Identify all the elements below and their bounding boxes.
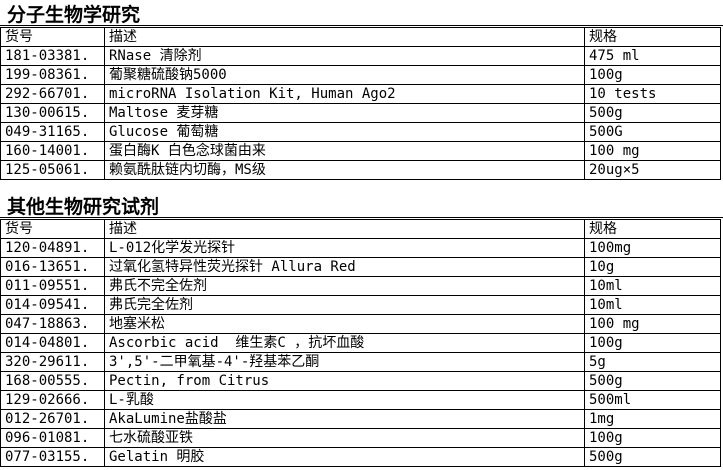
spec-cell: 500g — [584, 371, 721, 391]
description-cell: 赖氨酰肽链内切酶，MS级 — [104, 160, 585, 180]
description-cell: 葡聚糖硫酸钠5000 — [104, 65, 585, 85]
table-header: 货号 描述 规格 — [0, 27, 721, 47]
table-row: 120-04891. L-012化学发光探针 100mg — [0, 238, 721, 258]
table-row: 160-14001. 蛋白酶K 白色念球菌由来 100 mg — [0, 141, 721, 161]
table-row: 096-01081. 七水硫酸亚铁 100g — [0, 428, 721, 448]
products-table: 货号 描述 规格 181-03381. RNase 清除剂 475 ml 199-0836… — [0, 27, 721, 180]
description-cell: 过氧化氢特异性荧光探针 Allura Red — [104, 257, 585, 277]
spec-cell: 100 mg — [584, 141, 721, 161]
description-cell: Ascorbic acid 维生素C ，抗坏血酸 — [104, 333, 585, 353]
table-row: 181-03381. RNase 清除剂 475 ml — [0, 46, 721, 66]
item-no-cell: 049-31165. — [0, 122, 105, 142]
item-no-cell: 012-26701. — [0, 409, 105, 429]
table-row: 130-00615. Maltose 麦芽糖 500g — [0, 103, 721, 123]
table-row: 047-18863. 地塞米松 100 mg — [0, 314, 721, 334]
item-no-cell: 129-02666. — [0, 390, 105, 410]
table-row: 049-31165. Glucose 葡萄糖 500G — [0, 122, 721, 142]
sections-container: 分子生物学研究 货号 描述 规格 181-03381. RNase 清除剂 475 ml… — [0, 5, 723, 467]
spec-cell: 5g — [584, 352, 721, 372]
table-row: 014-04801. Ascorbic acid 维生素C ，抗坏血酸 100g — [0, 333, 721, 353]
item-no-cell: 077-03155. — [0, 447, 105, 467]
item-no-cell: 292-66701. — [0, 84, 105, 104]
description-cell: L-乳酸 — [104, 390, 585, 410]
spec-cell: 500g — [584, 447, 721, 467]
item-no-cell: 011-09551. — [0, 276, 105, 296]
spec-cell: 100 mg — [584, 314, 721, 334]
column-header-item-no: 货号 — [0, 27, 105, 47]
description-cell: Maltose 麦芽糖 — [104, 103, 585, 123]
table-row: 077-03155. Gelatin 明胶 500g — [0, 447, 721, 467]
table-row: 012-26701. AkaLumine盐酸盐 1mg — [0, 409, 721, 429]
item-no-cell: 320-29611. — [0, 352, 105, 372]
spec-cell: 100g — [584, 65, 721, 85]
column-header-spec: 规格 — [584, 27, 721, 47]
item-no-cell: 168-00555. — [0, 371, 105, 391]
spec-cell: 10ml — [584, 295, 721, 315]
description-cell: 地塞米松 — [104, 314, 585, 334]
spec-cell: 500g — [584, 103, 721, 123]
table-row: 292-66701. microRNA Isolation Kit, Human … — [0, 84, 721, 104]
item-no-cell: 199-08361. — [0, 65, 105, 85]
item-no-cell: 047-18863. — [0, 314, 105, 334]
item-no-cell: 120-04891. — [0, 238, 105, 258]
header-row: 货号 描述 规格 — [0, 219, 721, 239]
spec-cell: 10 tests — [584, 84, 721, 104]
description-cell: RNase 清除剂 — [104, 46, 585, 66]
description-cell: Gelatin 明胶 — [104, 447, 585, 467]
column-header-description: 描述 — [104, 219, 585, 239]
description-cell: Glucose 葡萄糖 — [104, 122, 585, 142]
spec-cell: 500G — [584, 122, 721, 142]
section-title: 分子生物学研究 — [0, 5, 723, 26]
description-cell: 七水硫酸亚铁 — [104, 428, 585, 448]
spec-cell: 100mg — [584, 238, 721, 258]
item-no-cell: 130-00615. — [0, 103, 105, 123]
table-row: 011-09551. 弗氏不完全佐剂 10ml — [0, 276, 721, 296]
item-no-cell: 014-09541. — [0, 295, 105, 315]
description-cell: microRNA Isolation Kit, Human Ago2 — [104, 84, 585, 104]
catalog-section: 分子生物学研究 货号 描述 规格 181-03381. RNase 清除剂 475 ml… — [0, 5, 723, 180]
table-header: 货号 描述 规格 — [0, 219, 721, 239]
catalog-section: 其他生物研究试剂 货号 描述 规格 120-04891. L-012化学发光探针 100… — [0, 197, 723, 467]
table-row: 199-08361. 葡聚糖硫酸钠5000 100g — [0, 65, 721, 85]
column-header-spec: 规格 — [584, 219, 721, 239]
item-no-cell: 160-14001. — [0, 141, 105, 161]
description-cell: 弗氏不完全佐剂 — [104, 276, 585, 296]
description-cell: AkaLumine盐酸盐 — [104, 409, 585, 429]
column-header-description: 描述 — [104, 27, 585, 47]
table-body: 120-04891. L-012化学发光探针 100mg 016-13651. 过氧化氢… — [0, 238, 721, 467]
header-row: 货号 描述 规格 — [0, 27, 721, 47]
section-title: 其他生物研究试剂 — [0, 197, 723, 218]
spec-cell: 500ml — [584, 390, 721, 410]
table-body: 181-03381. RNase 清除剂 475 ml 199-08361. 葡聚糖硫酸… — [0, 46, 721, 180]
item-no-cell: 096-01081. — [0, 428, 105, 448]
column-header-item-no: 货号 — [0, 219, 105, 239]
description-cell: 弗氏完全佐剂 — [104, 295, 585, 315]
spec-cell: 100g — [584, 333, 721, 353]
spec-cell: 10ml — [584, 276, 721, 296]
item-no-cell: 125-05061. — [0, 160, 105, 180]
description-cell: L-012化学发光探针 — [104, 238, 585, 258]
description-cell: 蛋白酶K 白色念球菌由来 — [104, 141, 585, 161]
item-no-cell: 014-04801. — [0, 333, 105, 353]
table-row: 125-05061. 赖氨酰肽链内切酶，MS级 20ug×5 — [0, 160, 721, 180]
description-cell: Pectin, from Citrus — [104, 371, 585, 391]
spec-cell: 1mg — [584, 409, 721, 429]
item-no-cell: 181-03381. — [0, 46, 105, 66]
spec-cell: 20ug×5 — [584, 160, 721, 180]
table-row: 014-09541. 弗氏完全佐剂 10ml — [0, 295, 721, 315]
spec-cell: 475 ml — [584, 46, 721, 66]
table-row: 320-29611. 3',5'-二甲氧基-4'-羟基苯乙酮 5g — [0, 352, 721, 372]
reagent-catalog-page: 分子生物学研究 货号 描述 规格 181-03381. RNase 清除剂 475 ml… — [0, 5, 723, 470]
spec-cell: 10g — [584, 257, 721, 277]
table-row: 168-00555. Pectin, from Citrus 500g — [0, 371, 721, 391]
description-cell: 3',5'-二甲氧基-4'-羟基苯乙酮 — [104, 352, 585, 372]
spec-cell: 100g — [584, 428, 721, 448]
item-no-cell: 016-13651. — [0, 257, 105, 277]
table-row: 016-13651. 过氧化氢特异性荧光探针 Allura Red 10g — [0, 257, 721, 277]
table-row: 129-02666. L-乳酸 500ml — [0, 390, 721, 410]
products-table: 货号 描述 规格 120-04891. L-012化学发光探针 100mg 016-136… — [0, 219, 721, 467]
